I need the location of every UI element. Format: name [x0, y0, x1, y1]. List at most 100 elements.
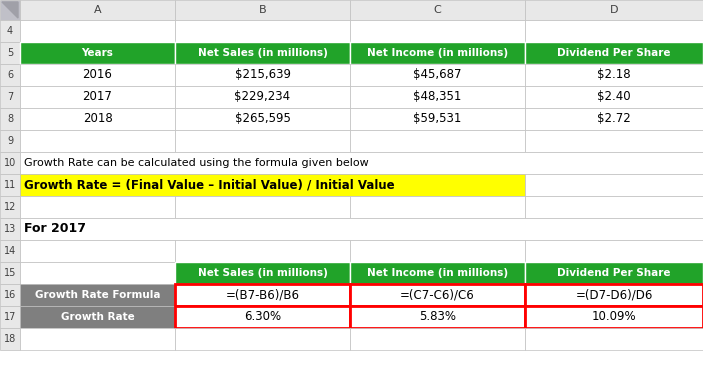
Text: Growth Rate = (Final Value – Initial Value) / Initial Value: Growth Rate = (Final Value – Initial Val…: [24, 178, 394, 191]
Bar: [20, 42, 175, 64]
Bar: [20, 174, 525, 196]
Text: $48,351: $48,351: [413, 91, 462, 103]
Bar: [525, 64, 703, 86]
Bar: [20, 240, 175, 262]
Bar: [175, 86, 350, 108]
Text: C: C: [434, 5, 441, 15]
Text: 6.30%: 6.30%: [244, 311, 281, 323]
Text: $215,639: $215,639: [235, 68, 290, 81]
Bar: [20, 306, 175, 328]
Bar: [350, 262, 525, 284]
Bar: [175, 306, 350, 328]
Bar: [0, 328, 20, 350]
Bar: [175, 130, 350, 152]
Text: 8: 8: [7, 114, 13, 124]
Bar: [0, 64, 20, 86]
Text: 5.83%: 5.83%: [419, 311, 456, 323]
Text: 17: 17: [4, 312, 16, 322]
Text: $45,687: $45,687: [413, 68, 462, 81]
Text: For 2017: For 2017: [24, 223, 86, 236]
Text: Net Sales (in millions): Net Sales (in millions): [198, 268, 328, 278]
Text: 6: 6: [7, 70, 13, 80]
Bar: [525, 42, 703, 64]
Bar: [0, 174, 20, 196]
Text: Growth Rate: Growth Rate: [60, 312, 134, 322]
Text: Dividend Per Share: Dividend Per Share: [557, 268, 671, 278]
Text: =(D7-D6)/D6: =(D7-D6)/D6: [575, 289, 652, 301]
Bar: [350, 328, 525, 350]
Bar: [0, 218, 20, 240]
Text: 15: 15: [4, 268, 16, 278]
Text: 12: 12: [4, 202, 16, 212]
Text: $2.40: $2.40: [597, 91, 631, 103]
Bar: [20, 262, 175, 284]
Bar: [0, 130, 20, 152]
Text: 18: 18: [4, 334, 16, 344]
Text: Years: Years: [82, 48, 113, 58]
Bar: [350, 0, 525, 20]
Bar: [175, 262, 350, 284]
Bar: [175, 284, 350, 306]
Bar: [20, 152, 703, 174]
Bar: [175, 20, 350, 42]
Text: 2018: 2018: [83, 113, 112, 125]
Bar: [525, 328, 703, 350]
Bar: [350, 284, 525, 306]
Bar: [20, 64, 175, 86]
Bar: [350, 108, 525, 130]
Bar: [0, 240, 20, 262]
Bar: [175, 240, 350, 262]
Text: 10: 10: [4, 158, 16, 168]
Text: A: A: [93, 5, 101, 15]
Text: 2017: 2017: [82, 91, 112, 103]
Text: Growth Rate can be calculated using the formula given below: Growth Rate can be calculated using the …: [24, 158, 369, 168]
Bar: [525, 174, 703, 196]
Text: 16: 16: [4, 290, 16, 300]
Bar: [20, 86, 175, 108]
Text: Net Income (in millions): Net Income (in millions): [367, 48, 508, 58]
Bar: [20, 0, 175, 20]
Bar: [350, 130, 525, 152]
Bar: [350, 196, 525, 218]
Bar: [0, 152, 20, 174]
Bar: [0, 196, 20, 218]
Bar: [525, 196, 703, 218]
Text: B: B: [259, 5, 266, 15]
Bar: [20, 284, 175, 306]
Bar: [350, 20, 525, 42]
Bar: [175, 196, 350, 218]
Bar: [20, 108, 175, 130]
Bar: [175, 64, 350, 86]
Text: $2.18: $2.18: [597, 68, 631, 81]
Text: Net Income (in millions): Net Income (in millions): [367, 268, 508, 278]
Text: 14: 14: [4, 246, 16, 256]
Text: Growth Rate Formula: Growth Rate Formula: [34, 290, 160, 300]
Bar: [20, 328, 175, 350]
Text: Dividend Per Share: Dividend Per Share: [557, 48, 671, 58]
Text: $2.72: $2.72: [597, 113, 631, 125]
Text: =(B7-B6)/B6: =(B7-B6)/B6: [226, 289, 299, 301]
Text: 2016: 2016: [82, 68, 112, 81]
Bar: [525, 130, 703, 152]
Bar: [350, 64, 525, 86]
Bar: [525, 262, 703, 284]
Bar: [350, 306, 525, 328]
Bar: [20, 130, 175, 152]
Text: 11: 11: [4, 180, 16, 190]
Bar: [0, 42, 20, 64]
Bar: [0, 306, 20, 328]
Bar: [350, 240, 525, 262]
Bar: [0, 108, 20, 130]
Bar: [525, 240, 703, 262]
Bar: [20, 196, 175, 218]
Text: 10.09%: 10.09%: [592, 311, 636, 323]
Bar: [350, 86, 525, 108]
Bar: [525, 20, 703, 42]
Bar: [525, 108, 703, 130]
Text: 9: 9: [7, 136, 13, 146]
Bar: [0, 262, 20, 284]
Bar: [175, 0, 350, 20]
Text: 7: 7: [7, 92, 13, 102]
Bar: [175, 42, 350, 64]
Text: D: D: [610, 5, 618, 15]
